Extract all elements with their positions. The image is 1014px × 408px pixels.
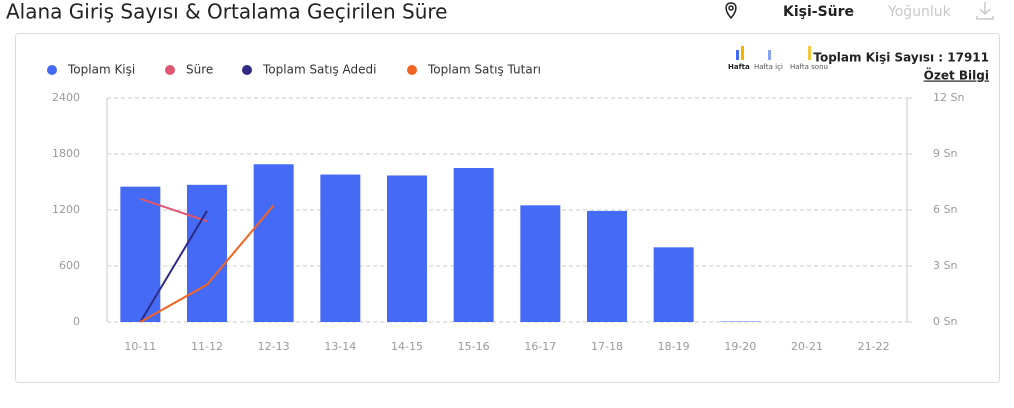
x-tick-label: 21-22 <box>858 340 890 353</box>
x-tick-label: 16-17 <box>524 340 556 353</box>
y2-tick-label: 6 Sn <box>933 203 957 216</box>
period[interactable]: Hafta içi <box>754 63 783 71</box>
legend-dot <box>47 65 57 75</box>
period-icons <box>736 46 811 60</box>
period[interactable]: Hafta <box>728 63 750 71</box>
x-tick-label: 14-15 <box>391 340 423 353</box>
bar <box>454 168 494 322</box>
tab-active[interactable]: Kişi-Süre <box>783 4 854 20</box>
bar <box>654 247 694 322</box>
legend-dot <box>165 65 175 75</box>
y2-tick-label: 12 Sn <box>933 91 964 104</box>
legend-label: Toplam Satış Adedi <box>262 63 376 77</box>
x-tick-label: 17-18 <box>591 340 623 353</box>
bar <box>587 211 627 322</box>
y2-tick-label: 9 Sn <box>933 147 957 160</box>
bar <box>520 205 560 322</box>
y-tick-label: 1200 <box>52 203 80 216</box>
x-tick-label: 12-13 <box>258 340 290 353</box>
y-tick-label: 2400 <box>52 91 80 104</box>
x-tick-label: 11-12 <box>191 340 223 353</box>
tab[interactable]: Yoğunluk <box>887 4 952 20</box>
bar <box>320 175 360 322</box>
x-tick-label: 15-16 <box>458 340 490 353</box>
legend-dot <box>242 65 252 75</box>
y-tick-label: 600 <box>59 259 80 272</box>
y2-tick-label: 0 Sn <box>933 315 957 328</box>
y2-tick-label: 3 Sn <box>933 259 957 272</box>
x-tick-label: 18-19 <box>658 340 690 353</box>
y-tick-label: 1800 <box>52 147 80 160</box>
location-icon <box>726 3 736 18</box>
bar <box>387 175 427 322</box>
bar <box>120 187 160 322</box>
card <box>16 34 1000 383</box>
summary-link[interactable]: Özet Bilgi <box>924 68 989 83</box>
x-tick-label: 10-11 <box>124 340 156 353</box>
x-tick-label: 19-20 <box>724 340 756 353</box>
legend-dot <box>407 65 417 75</box>
x-tick-label: 20-21 <box>791 340 823 353</box>
legend-label: Toplam Satış Tutarı <box>427 63 541 77</box>
download-icon[interactable] <box>977 2 993 19</box>
legend-label: Süre <box>186 63 213 77</box>
title: Alana Giriş Sayısı & Ortalama Geçirilen … <box>6 0 447 24</box>
y-tick-label: 0 <box>73 315 80 328</box>
bar <box>254 164 294 322</box>
bar <box>187 185 227 322</box>
x-tick-label: 13-14 <box>324 340 356 353</box>
legend-label: Toplam Kişi <box>67 63 135 77</box>
total: Toplam Kişi Sayısı : 17911 <box>813 51 989 65</box>
